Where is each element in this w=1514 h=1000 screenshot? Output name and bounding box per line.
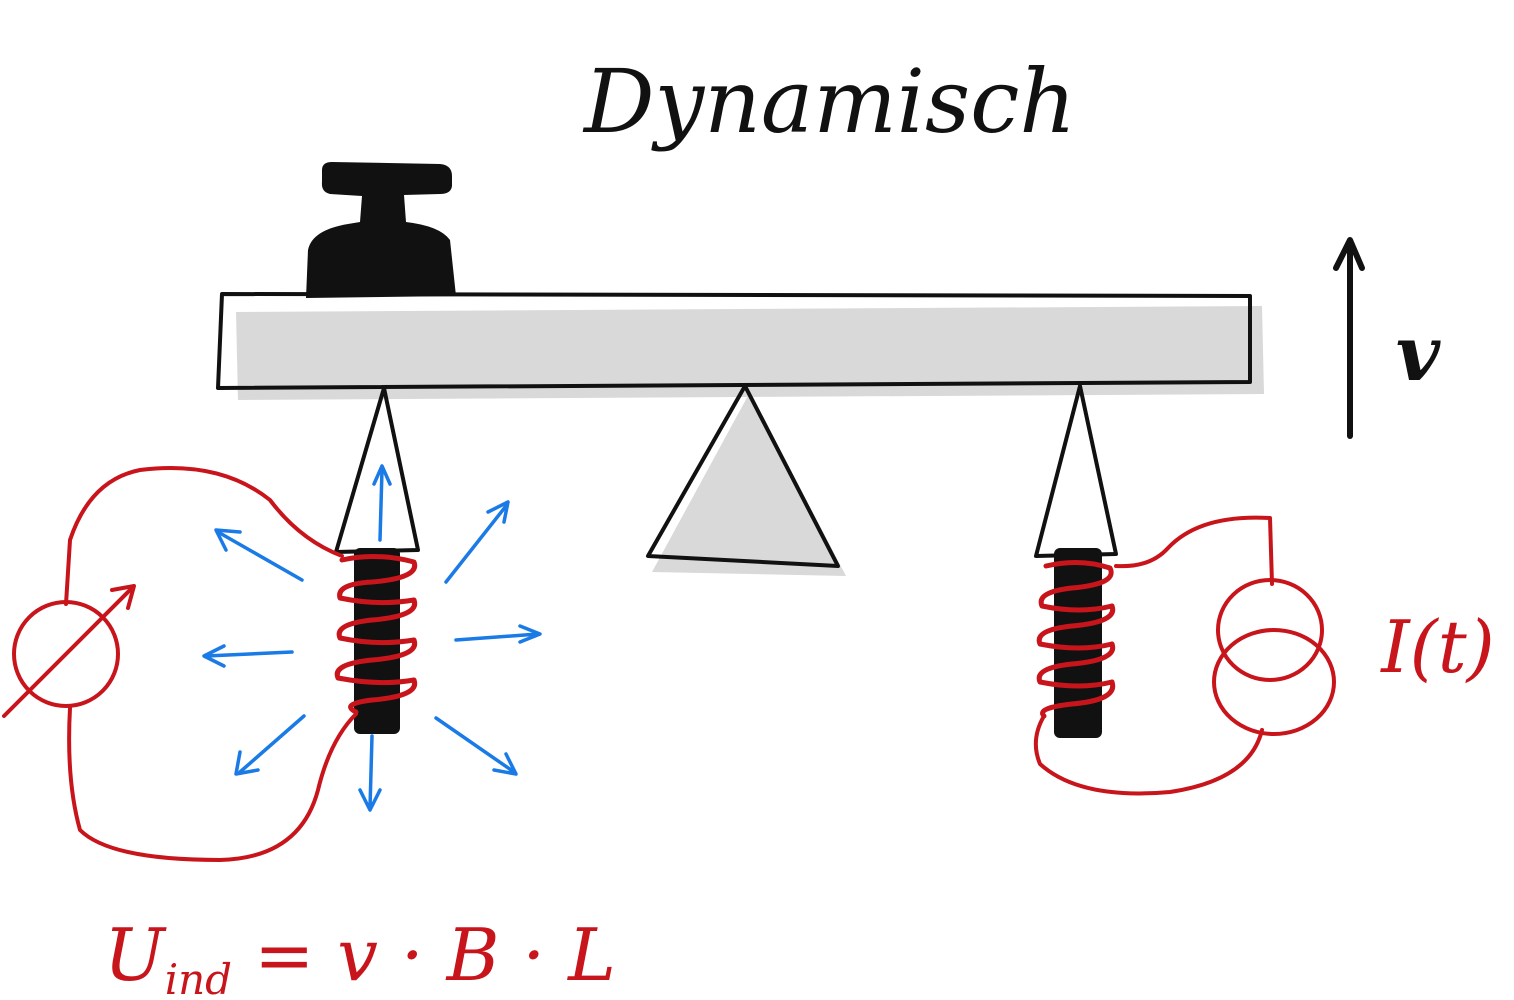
- field-arrow-up: [372, 464, 392, 542]
- left-circuit-wire: [64, 466, 358, 862]
- field-arrow-left: [202, 644, 294, 668]
- right-magnet-core: [1054, 548, 1102, 738]
- field-arrow-down-left: [234, 714, 306, 776]
- field-arrow-right: [454, 624, 542, 644]
- current-source-icon: [1212, 578, 1336, 736]
- field-arrow-down-right: [434, 716, 518, 776]
- beam-shadow: [236, 306, 1264, 400]
- arrow-up-icon: [1333, 237, 1365, 439]
- formula-rhs: = v · B · L: [254, 913, 616, 997]
- field-arrow-up-right: [444, 500, 510, 584]
- diagram-title: Dynamisch: [582, 50, 1076, 153]
- fulcrum: [646, 384, 840, 568]
- voltmeter-icon: [2, 584, 136, 718]
- weight-icon: [306, 162, 456, 298]
- right-coil: [1036, 559, 1116, 719]
- field-arrow-down: [358, 734, 382, 812]
- left-coil: [334, 553, 418, 715]
- current-label: I(t): [1379, 605, 1495, 689]
- left-pendant: [334, 386, 420, 554]
- fulcrum-shadow: [652, 392, 846, 576]
- formula-subscript: ind: [165, 955, 232, 1000]
- right-circuit-wire: [1033, 515, 1274, 796]
- induced-voltage-formula: Uind = v · B · L: [104, 913, 616, 1000]
- field-arrow-up-left: [214, 528, 304, 582]
- right-pendant: [1034, 384, 1118, 558]
- formula-symbol: U: [104, 913, 167, 997]
- balance-beam: [216, 292, 1252, 390]
- field-arrows: [202, 464, 542, 812]
- velocity-label: v: [1396, 309, 1441, 398]
